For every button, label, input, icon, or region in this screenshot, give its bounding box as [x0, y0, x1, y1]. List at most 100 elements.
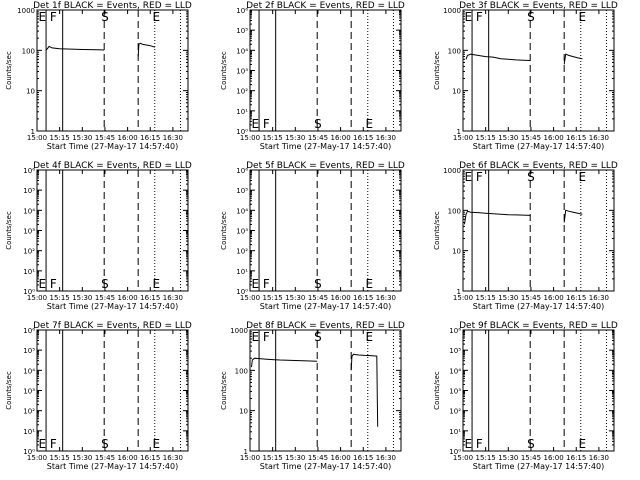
y-tick-label: 10³ [236, 228, 248, 236]
marker-letter: S [527, 437, 535, 451]
panel-title: Det 6f BLACK = Events, RED = LLD [459, 161, 618, 171]
x-tick-label: 15:45 [95, 294, 115, 302]
marker-letter: S [527, 170, 535, 184]
y-tick-label: 10⁵ [23, 347, 35, 355]
x-tick-label: 16:30 [163, 134, 183, 142]
marker-letter: F [263, 117, 270, 131]
plot-frame [462, 169, 615, 292]
x-axis-label: Start Time (27-May-17 14:57:40) [47, 302, 178, 311]
y-tick-label: 10⁶ [23, 167, 35, 175]
plot-frame [462, 9, 615, 132]
y-tick-label: 100 [235, 367, 248, 375]
y-tick-label: 1000 [443, 167, 461, 175]
y-tick-label: 10 [452, 88, 461, 96]
y-tick-label: 10⁰ [23, 288, 35, 296]
x-tick-label: 16:15 [566, 454, 586, 462]
x-tick-label: 15:00 [453, 454, 473, 462]
x-tick-label: 15:00 [27, 294, 47, 302]
marker-letter: E [39, 10, 47, 24]
marker-letter: E [252, 277, 260, 291]
x-tick-label: 15:15 [50, 134, 70, 142]
data-series-line [465, 53, 531, 61]
y-axis-label: Counts/sec [433, 211, 441, 250]
x-tick-label: 15:00 [240, 454, 260, 462]
marker-letter: E [366, 117, 374, 131]
plot-frame [249, 9, 402, 132]
plot-frame [462, 329, 615, 452]
x-tick-label: 16:30 [589, 294, 609, 302]
x-tick-label: 15:45 [308, 294, 328, 302]
panel-title: Det 2f BLACK = Events, RED = LLD [246, 1, 405, 11]
x-tick-label: 15:15 [263, 294, 283, 302]
x-tick-label: 16:00 [544, 294, 564, 302]
x-tick-label: 15:45 [95, 454, 115, 462]
x-tick-label: 15:45 [308, 454, 328, 462]
marker-letter: F [263, 330, 270, 344]
y-tick-label: 10⁶ [23, 327, 35, 335]
y-tick-label: 10⁶ [449, 327, 461, 335]
x-tick-label: 16:30 [163, 294, 183, 302]
x-tick-label: 15:00 [240, 294, 260, 302]
x-tick-label: 15:30 [498, 294, 518, 302]
x-tick-label: 16:15 [353, 294, 373, 302]
y-axis-label: Counts/sec [5, 211, 13, 250]
x-tick-label: 15:15 [263, 454, 283, 462]
panel-title: Det 8f BLACK = Events, RED = LLD [246, 321, 405, 331]
y-tick-label: 1000 [230, 327, 248, 335]
plot-frame [249, 169, 402, 292]
marker-letter: S [101, 10, 109, 24]
x-tick-label: 15:15 [50, 294, 70, 302]
y-tick-label: 10⁶ [236, 7, 248, 15]
marker-letter: S [314, 277, 322, 291]
data-series-line [251, 357, 318, 368]
x-tick-label: 16:30 [589, 134, 609, 142]
y-tick-label: 10³ [449, 388, 461, 396]
y-tick-label: 100 [448, 207, 461, 215]
x-tick-label: 15:30 [498, 454, 518, 462]
x-tick-label: 16:00 [118, 294, 138, 302]
plot-frame [36, 169, 189, 292]
panel-title: Det 3f BLACK = Events, RED = LLD [459, 1, 618, 11]
x-axis-label: Start Time (27-May-17 14:57:40) [260, 142, 391, 151]
y-tick-label: 10⁴ [236, 47, 248, 55]
x-tick-label: 15:15 [476, 294, 496, 302]
marker-letter: S [527, 10, 535, 24]
marker-letter: E [579, 437, 587, 451]
x-tick-label: 15:00 [27, 134, 47, 142]
y-tick-label: 10¹ [449, 428, 461, 436]
marker-letter: F [50, 277, 57, 291]
marker-letter: F [50, 10, 57, 24]
x-axis-label: Start Time (27-May-17 14:57:40) [47, 462, 178, 471]
x-tick-label: 16:15 [353, 134, 373, 142]
y-tick-label: 10³ [23, 388, 35, 396]
panel-title: Det 7f BLACK = Events, RED = LLD [33, 321, 192, 331]
y-tick-label: 10¹ [236, 268, 248, 276]
panel-title: Det 9f BLACK = Events, RED = LLD [459, 321, 618, 331]
y-tick-label: 10 [452, 248, 461, 256]
x-tick-label: 15:00 [453, 134, 473, 142]
marker-letter: E [366, 277, 374, 291]
panel-title: Det 4f BLACK = Events, RED = LLD [33, 161, 192, 171]
y-tick-label: 10⁰ [236, 128, 248, 136]
data-series-line [563, 53, 583, 65]
x-tick-label: 15:15 [263, 134, 283, 142]
x-tick-label: 16:30 [376, 454, 396, 462]
x-tick-label: 15:45 [308, 134, 328, 142]
data-series-line [137, 42, 155, 57]
y-tick-label: 10² [449, 408, 461, 416]
y-tick-label: 10² [236, 88, 248, 96]
x-tick-label: 15:00 [27, 454, 47, 462]
x-tick-label: 16:15 [140, 294, 160, 302]
y-tick-label: 10⁴ [23, 367, 35, 375]
y-tick-label: 1 [31, 128, 35, 136]
marker-letter: E [39, 277, 47, 291]
x-tick-label: 16:15 [566, 134, 586, 142]
marker-letter: E [252, 330, 260, 344]
x-axis-label: Start Time (27-May-17 14:57:40) [473, 462, 604, 471]
